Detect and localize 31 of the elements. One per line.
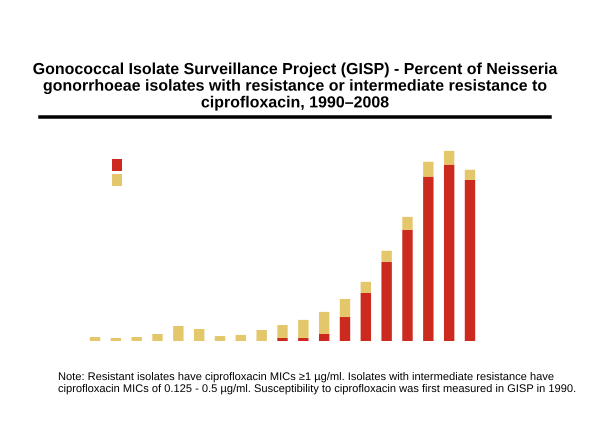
bar — [360, 292, 372, 341]
bar — [423, 162, 434, 177]
bar — [90, 337, 100, 341]
bar — [236, 334, 246, 341]
bar — [298, 320, 309, 338]
bar — [423, 176, 434, 341]
bar — [402, 216, 413, 230]
bar — [340, 317, 350, 341]
bar — [256, 330, 267, 341]
text: Note: Resistant isolates have ciprofloxacin MICs ≥1 µg/ml. Isolates with intermediate resistance have ciprofloxacin MICs of 0.125 - 0.5 µg/ml. Susceptibility to ciprofloxacin was first measured in GISP in 1990. — [58, 372, 576, 394]
bar — [464, 180, 476, 341]
bar — [298, 338, 309, 341]
bar — [214, 336, 226, 341]
bar — [277, 338, 288, 341]
bar — [173, 326, 184, 341]
bar — [318, 334, 330, 341]
bar — [152, 334, 163, 341]
bar — [381, 250, 392, 262]
bar — [318, 312, 330, 334]
bar — [402, 230, 413, 341]
bar — [444, 150, 454, 165]
bar — [464, 170, 476, 180]
bar — [110, 338, 122, 341]
bar — [277, 325, 288, 338]
bar — [131, 337, 142, 341]
bar — [340, 298, 350, 318]
chart-title: Gonococcal Isolate Surveillance Project (GISP) - Percent of Neisseria gonorrhoeae isolates with resistance or intermediate resistance to ciprofloxacin, 1990–2008 — [33, 62, 558, 111]
bar — [381, 262, 392, 341]
bar — [360, 282, 372, 293]
bar — [444, 164, 454, 341]
bar — [194, 329, 204, 341]
